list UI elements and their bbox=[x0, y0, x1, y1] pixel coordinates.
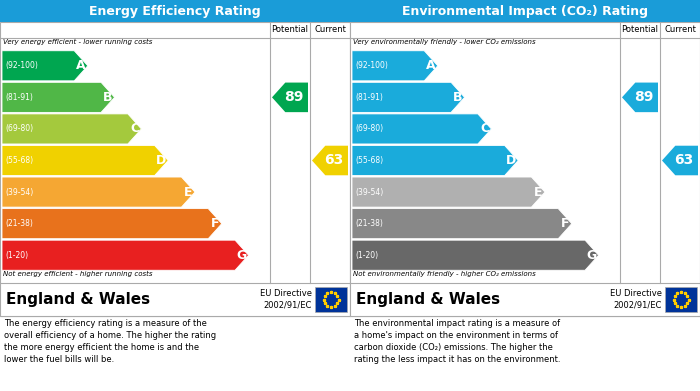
Text: G: G bbox=[587, 249, 597, 262]
Polygon shape bbox=[352, 209, 572, 239]
Text: (21-38): (21-38) bbox=[5, 219, 33, 228]
Text: The energy efficiency rating is a measure of the
overall efficiency of a home. T: The energy efficiency rating is a measur… bbox=[4, 319, 216, 364]
Text: D: D bbox=[506, 154, 517, 167]
Polygon shape bbox=[2, 51, 87, 81]
Text: The environmental impact rating is a measure of
a home's impact on the environme: The environmental impact rating is a mea… bbox=[354, 319, 561, 364]
Bar bbox=[350, 22, 700, 316]
Text: E: E bbox=[184, 186, 192, 199]
Text: C: C bbox=[130, 122, 139, 135]
Text: C: C bbox=[480, 122, 489, 135]
Text: (81-91): (81-91) bbox=[355, 93, 383, 102]
Bar bbox=[0, 22, 350, 316]
Text: 89: 89 bbox=[634, 90, 653, 104]
Text: Very environmentally friendly - lower CO₂ emissions: Very environmentally friendly - lower CO… bbox=[353, 39, 536, 45]
Bar bbox=[0, 283, 350, 316]
Text: Not energy efficient - higher running costs: Not energy efficient - higher running co… bbox=[3, 271, 153, 277]
Text: Current: Current bbox=[664, 25, 696, 34]
Polygon shape bbox=[352, 51, 438, 81]
Polygon shape bbox=[352, 145, 518, 176]
Text: Not environmentally friendly - higher CO₂ emissions: Not environmentally friendly - higher CO… bbox=[353, 271, 536, 277]
Bar bbox=[0, 0, 350, 22]
Text: 63: 63 bbox=[673, 154, 693, 167]
Text: F: F bbox=[561, 217, 569, 230]
Polygon shape bbox=[2, 145, 168, 176]
Text: England & Wales: England & Wales bbox=[6, 292, 150, 307]
Text: (92-100): (92-100) bbox=[5, 61, 38, 70]
Text: Current: Current bbox=[314, 25, 346, 34]
Text: (69-80): (69-80) bbox=[5, 124, 33, 133]
Text: 63: 63 bbox=[323, 154, 343, 167]
Text: E: E bbox=[534, 186, 542, 199]
Text: (21-38): (21-38) bbox=[355, 219, 383, 228]
Polygon shape bbox=[662, 146, 698, 175]
Text: D: D bbox=[156, 154, 167, 167]
Text: Potential: Potential bbox=[622, 25, 659, 34]
Polygon shape bbox=[272, 83, 308, 112]
Polygon shape bbox=[2, 240, 248, 270]
Polygon shape bbox=[312, 146, 348, 175]
Text: (55-68): (55-68) bbox=[355, 156, 383, 165]
Polygon shape bbox=[352, 83, 465, 112]
Polygon shape bbox=[2, 114, 141, 144]
Text: (1-20): (1-20) bbox=[5, 251, 28, 260]
Text: EU Directive
2002/91/EC: EU Directive 2002/91/EC bbox=[260, 289, 312, 310]
Polygon shape bbox=[2, 177, 195, 207]
Polygon shape bbox=[2, 83, 115, 112]
Text: A: A bbox=[76, 59, 86, 72]
Polygon shape bbox=[2, 209, 222, 239]
Text: England & Wales: England & Wales bbox=[356, 292, 500, 307]
Polygon shape bbox=[622, 83, 658, 112]
Polygon shape bbox=[352, 177, 545, 207]
Text: Potential: Potential bbox=[272, 25, 309, 34]
Text: (39-54): (39-54) bbox=[5, 188, 34, 197]
Text: A: A bbox=[426, 59, 436, 72]
Text: G: G bbox=[237, 249, 247, 262]
Text: (1-20): (1-20) bbox=[355, 251, 378, 260]
Text: B: B bbox=[453, 91, 463, 104]
Text: Environmental Impact (CO₂) Rating: Environmental Impact (CO₂) Rating bbox=[402, 5, 648, 18]
Text: (39-54): (39-54) bbox=[355, 188, 384, 197]
Text: (81-91): (81-91) bbox=[5, 93, 33, 102]
Polygon shape bbox=[352, 114, 491, 144]
Bar bbox=[315, 287, 347, 312]
Bar bbox=[350, 0, 700, 22]
Text: F: F bbox=[211, 217, 219, 230]
Text: EU Directive
2002/91/EC: EU Directive 2002/91/EC bbox=[610, 289, 662, 310]
Polygon shape bbox=[352, 240, 598, 270]
Text: B: B bbox=[103, 91, 113, 104]
Text: (92-100): (92-100) bbox=[355, 61, 388, 70]
Text: 89: 89 bbox=[284, 90, 303, 104]
Text: Very energy efficient - lower running costs: Very energy efficient - lower running co… bbox=[3, 39, 153, 45]
Text: Energy Efficiency Rating: Energy Efficiency Rating bbox=[89, 5, 261, 18]
Text: (69-80): (69-80) bbox=[355, 124, 383, 133]
Bar bbox=[665, 287, 697, 312]
Text: (55-68): (55-68) bbox=[5, 156, 33, 165]
Bar bbox=[350, 283, 700, 316]
